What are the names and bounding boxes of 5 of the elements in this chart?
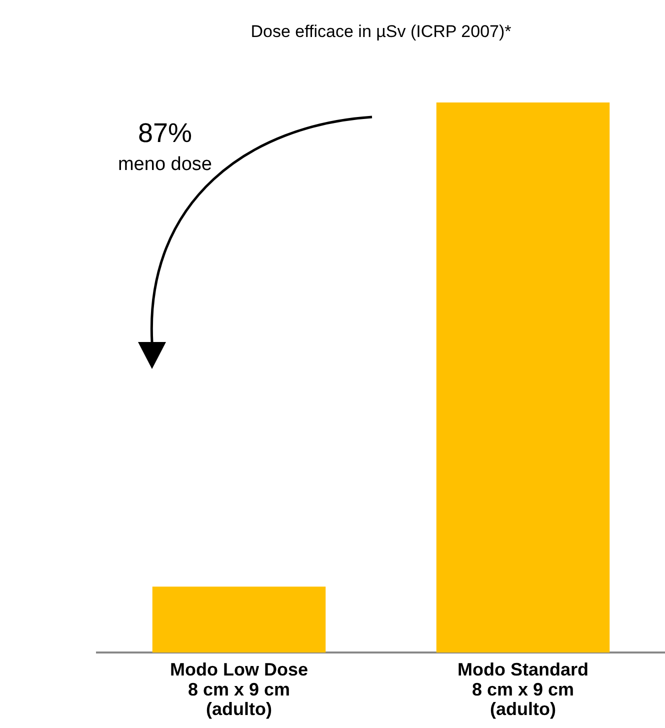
x-tick-label: Modo Standard 8 cm x 9 cm (adulto)	[458, 659, 588, 720]
annotation: meno dose	[116, 154, 213, 176]
x-tick-label: Modo Low Dose 8 cm x 9 cm (adulto)	[170, 659, 308, 720]
annotation: 87%	[136, 118, 194, 149]
chart-title: Dose efficace in µSv (ICRP 2007)*	[250, 22, 512, 41]
